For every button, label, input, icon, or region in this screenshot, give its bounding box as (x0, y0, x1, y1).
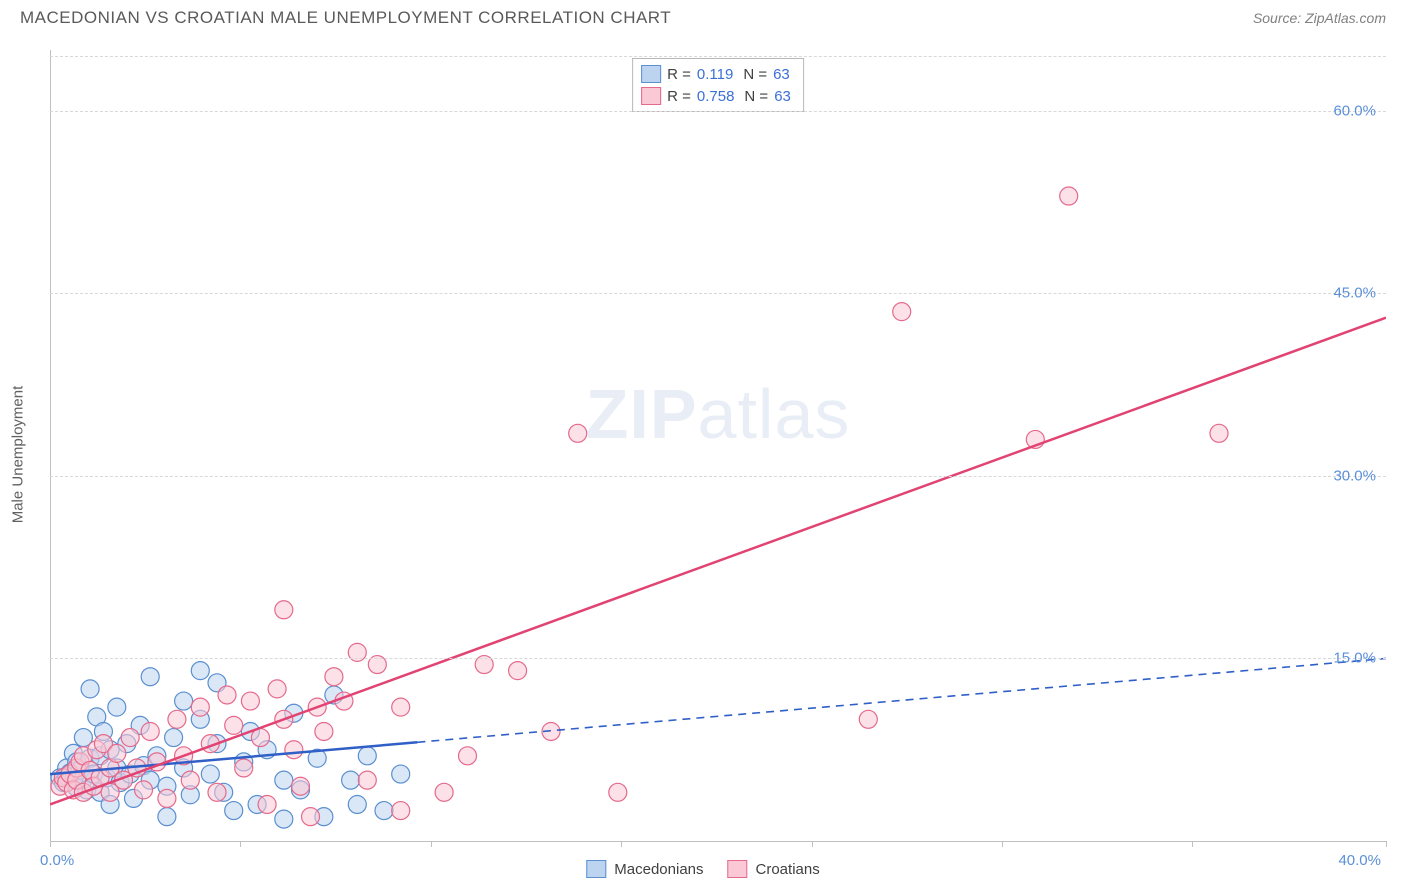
legend-stats: R = 0.119 N = 63 R = 0.758 N = 63 (632, 58, 804, 112)
legend-swatch-blue (586, 860, 606, 878)
scatter-point-blue (275, 810, 293, 828)
scatter-point-pink (241, 692, 259, 710)
y-tick-label: 30.0% (1333, 467, 1376, 484)
scatter-point-pink (358, 771, 376, 789)
legend-R-label: R = (667, 66, 691, 83)
scatter-point-pink (268, 680, 286, 698)
source-label: Source: ZipAtlas.com (1253, 10, 1386, 26)
scatter-point-blue (158, 808, 176, 826)
scatter-point-pink (208, 783, 226, 801)
scatter-point-blue (141, 668, 159, 686)
x-tick (812, 841, 813, 847)
x-tick (431, 841, 432, 847)
scatter-point-blue (108, 698, 126, 716)
scatter-point-pink (609, 783, 627, 801)
legend-R-value: 0.119 (697, 66, 733, 83)
scatter-svg (50, 50, 1386, 841)
regression-line-blue-dashed (417, 658, 1386, 742)
scatter-point-pink (191, 698, 209, 716)
scatter-point-pink (302, 808, 320, 826)
legend-series-item: Croatians (728, 860, 820, 878)
y-axis-label: Male Unemployment (10, 386, 27, 524)
legend-swatch-blue (641, 65, 661, 83)
legend-R-value: 0.758 (697, 88, 735, 105)
legend-series-item: Macedonians (586, 860, 703, 878)
y-tick-label: 60.0% (1333, 102, 1376, 119)
legend-R-label: R = (667, 88, 691, 105)
legend-swatch-pink (728, 860, 748, 878)
chart-plot-area: ZIPatlas R = 0.119 N = 63 R = 0.758 N = … (50, 50, 1386, 842)
regression-line-pink (50, 318, 1386, 805)
scatter-point-pink (893, 303, 911, 321)
scatter-point-pink (168, 710, 186, 728)
scatter-point-blue (165, 729, 183, 747)
scatter-point-pink (392, 802, 410, 820)
x-axis-min-label: 0.0% (40, 852, 74, 869)
x-tick (1192, 841, 1193, 847)
scatter-point-pink (285, 741, 303, 759)
scatter-point-blue (275, 771, 293, 789)
x-tick (50, 841, 51, 847)
chart-title: MACEDONIAN VS CROATIAN MALE UNEMPLOYMENT… (20, 8, 671, 28)
legend-swatch-pink (641, 87, 661, 105)
x-tick (621, 841, 622, 847)
scatter-point-pink (225, 716, 243, 734)
legend-N-value: 63 (774, 88, 791, 105)
gridline (50, 111, 1386, 112)
scatter-point-pink (325, 668, 343, 686)
scatter-point-pink (1060, 187, 1078, 205)
x-tick (1002, 841, 1003, 847)
gridline (50, 56, 1386, 57)
y-tick-label: 15.0% (1333, 650, 1376, 667)
scatter-point-blue (201, 765, 219, 783)
scatter-point-blue (175, 692, 193, 710)
scatter-point-pink (121, 729, 139, 747)
scatter-point-pink (459, 747, 477, 765)
scatter-point-pink (218, 686, 236, 704)
scatter-point-pink (392, 698, 410, 716)
scatter-point-pink (108, 744, 126, 762)
scatter-point-pink (141, 722, 159, 740)
scatter-point-pink (235, 759, 253, 777)
x-tick (1386, 841, 1387, 847)
legend-series-label: Macedonians (614, 861, 703, 878)
scatter-point-pink (258, 795, 276, 813)
gridline (50, 658, 1386, 659)
legend-N-value: 63 (773, 66, 790, 83)
legend-stats-row: R = 0.758 N = 63 (641, 85, 795, 107)
scatter-point-pink (859, 710, 877, 728)
scatter-point-blue (191, 662, 209, 680)
y-tick-label: 45.0% (1333, 285, 1376, 302)
scatter-point-pink (569, 424, 587, 442)
scatter-point-blue (342, 771, 360, 789)
scatter-point-pink (315, 722, 333, 740)
scatter-point-blue (225, 802, 243, 820)
legend-series-label: Croatians (756, 861, 820, 878)
x-tick (240, 841, 241, 847)
scatter-point-pink (181, 771, 199, 789)
scatter-point-pink (1210, 424, 1228, 442)
gridline (50, 293, 1386, 294)
scatter-point-blue (375, 802, 393, 820)
scatter-point-pink (158, 789, 176, 807)
scatter-point-pink (275, 601, 293, 619)
scatter-point-pink (435, 783, 453, 801)
legend-stats-row: R = 0.119 N = 63 (641, 63, 795, 85)
scatter-point-blue (358, 747, 376, 765)
scatter-point-pink (292, 777, 310, 795)
scatter-point-blue (81, 680, 99, 698)
legend-series: Macedonians Croatians (586, 860, 819, 878)
scatter-point-pink (509, 662, 527, 680)
scatter-point-pink (135, 781, 153, 799)
scatter-point-blue (392, 765, 410, 783)
scatter-point-blue (348, 795, 366, 813)
legend-N-label: N = (743, 66, 767, 83)
legend-N-label: N = (744, 88, 768, 105)
x-axis-max-label: 40.0% (1338, 852, 1381, 869)
gridline (50, 476, 1386, 477)
